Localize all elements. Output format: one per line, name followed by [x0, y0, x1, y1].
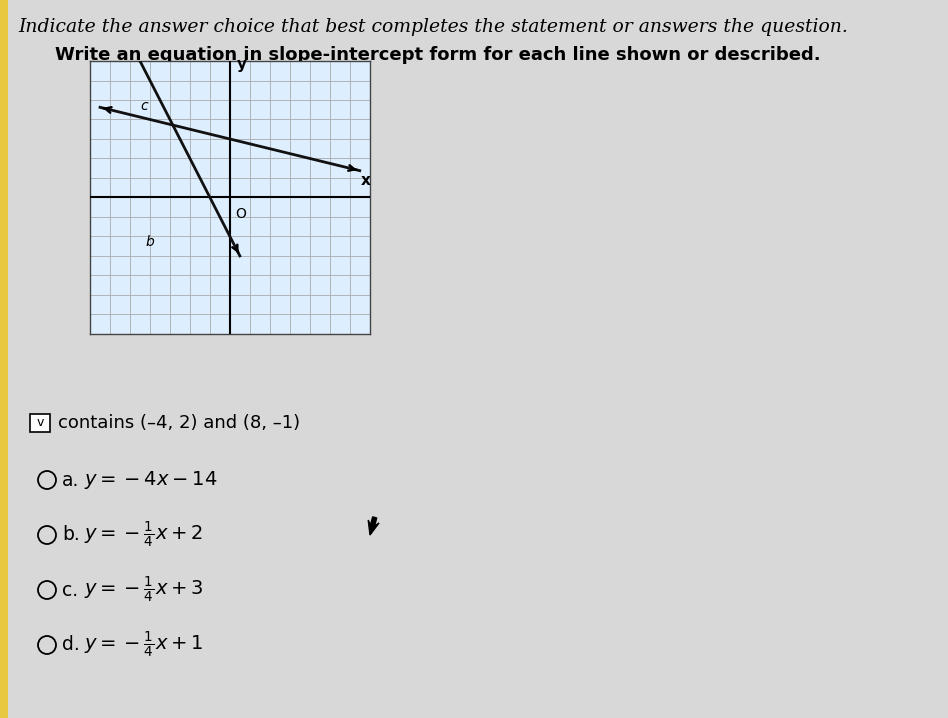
Text: v: v: [36, 416, 44, 429]
Text: $y=-\frac{1}{4}x+1$: $y=-\frac{1}{4}x+1$: [84, 630, 203, 660]
Bar: [0, 0, 8, 718]
Text: c.: c.: [62, 580, 78, 600]
Text: Write an equation in slope-intercept form for each line shown or described.: Write an equation in slope-intercept for…: [55, 46, 821, 64]
Text: O: O: [235, 208, 246, 221]
Text: a.: a.: [62, 470, 80, 490]
Text: $y=-\frac{1}{4}x+2$: $y=-\frac{1}{4}x+2$: [84, 520, 203, 550]
Text: d.: d.: [62, 635, 80, 655]
Text: y: y: [237, 57, 246, 73]
Text: b: b: [146, 236, 155, 249]
Text: c: c: [140, 99, 148, 113]
Text: contains (–4, 2) and (8, –1): contains (–4, 2) and (8, –1): [58, 414, 301, 432]
Text: $y=-4x-14$: $y=-4x-14$: [84, 469, 217, 491]
Text: x: x: [361, 173, 371, 187]
Text: b.: b.: [62, 526, 80, 544]
Text: $y=-\frac{1}{4}x+3$: $y=-\frac{1}{4}x+3$: [84, 575, 203, 605]
Text: Indicate the answer choice that best completes the statement or answers the ques: Indicate the answer choice that best com…: [18, 18, 848, 36]
Polygon shape: [368, 517, 379, 535]
FancyBboxPatch shape: [30, 414, 50, 432]
